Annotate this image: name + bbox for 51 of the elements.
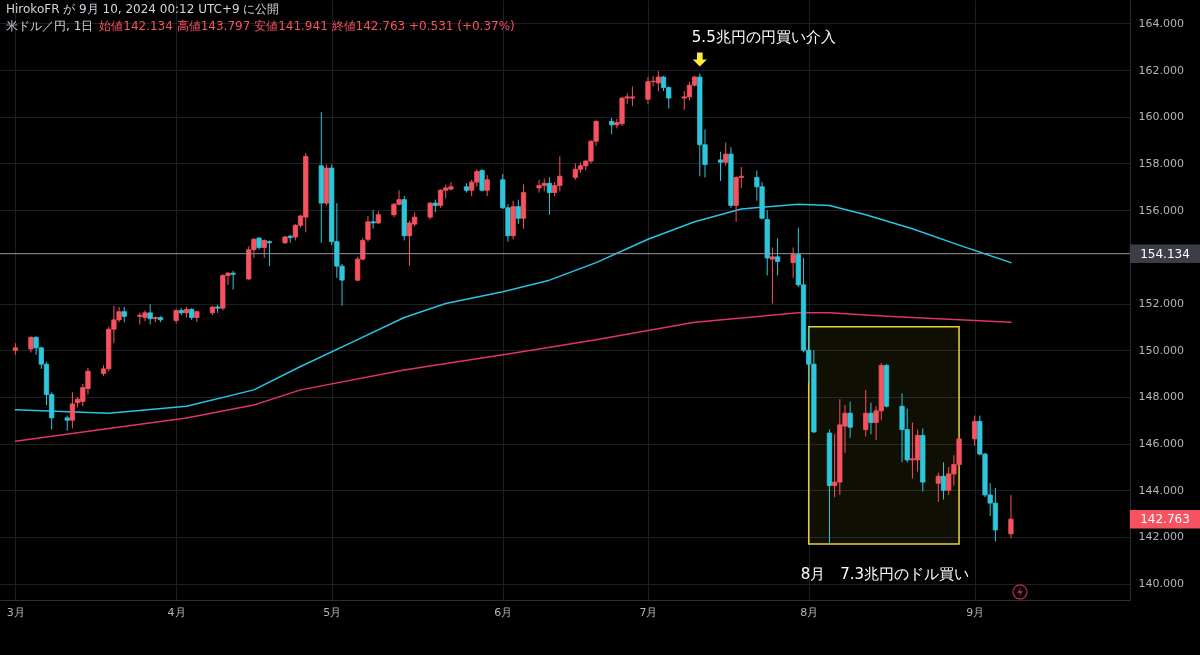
candlestick	[406, 220, 413, 267]
candlestick	[935, 472, 941, 503]
candlestick	[909, 422, 916, 480]
candlestick	[147, 303, 153, 326]
candlestick	[868, 402, 874, 435]
y-tick-label: 160.000	[1138, 110, 1184, 124]
candlestick	[790, 246, 796, 279]
candlestick	[723, 141, 729, 167]
text: 米ドル／円, 1日	[6, 19, 94, 33]
y-tick-label: 162.000	[1138, 63, 1184, 77]
y-tick-label: 142.000	[1138, 530, 1184, 544]
annotation: HirokoFR が 9月 10, 2024 00:12 UTC+9 に公開	[6, 1, 281, 18]
y-tick-label: 140.000	[1138, 577, 1184, 591]
candlestick	[370, 209, 376, 230]
text: 始値142.134 高値143.797 安値141.941 終値142.763 +0.531 (+0.37%)	[99, 19, 515, 33]
candlestick	[261, 238, 267, 259]
text: 142.763	[1140, 512, 1190, 527]
x-tick-label: 4月	[167, 605, 186, 619]
y-tick-label: 158.000	[1138, 156, 1184, 170]
candlestick	[546, 176, 553, 216]
x-tick-label: 3月	[6, 605, 25, 619]
y-tick-label: 144.000	[1138, 483, 1184, 497]
ref-line-label: 154.134	[1140, 246, 1190, 261]
band-label: 8月 7.3兆円のドル買い	[800, 564, 970, 583]
candlestick	[863, 389, 869, 438]
y-tick-label: 156.000	[1138, 203, 1184, 217]
y-tick-label: 152.000	[1138, 297, 1184, 310]
x-tick-label: 5月	[323, 605, 342, 619]
y-tick-label: 164.000	[1138, 16, 1184, 30]
y-tick-label: 150.000	[1138, 343, 1184, 357]
candlestick	[972, 415, 978, 447]
candlestick	[717, 151, 724, 182]
annotation: 5.5兆円の円買い介入	[691, 27, 836, 46]
candlestick	[230, 270, 236, 290]
candlestick	[515, 199, 521, 225]
y-tick-label: 146.000	[1138, 437, 1184, 451]
candlestick	[940, 461, 947, 501]
candlestick	[1008, 494, 1014, 539]
candlestick	[69, 391, 76, 429]
x-tick-label: 7月	[639, 605, 658, 619]
line-series	[14, 312, 1012, 442]
candlestick	[645, 76, 651, 105]
candlestick	[484, 174, 490, 197]
candlestick	[769, 246, 776, 304]
candlestick	[266, 239, 273, 267]
candlestick	[847, 401, 853, 439]
x-tick-label: 9月	[966, 605, 985, 619]
candlestick	[774, 237, 781, 276]
y-tick-label: 148.000	[1138, 390, 1184, 404]
x-tick-label: 8月	[800, 605, 819, 619]
x-tick-label: 6月	[494, 605, 513, 619]
